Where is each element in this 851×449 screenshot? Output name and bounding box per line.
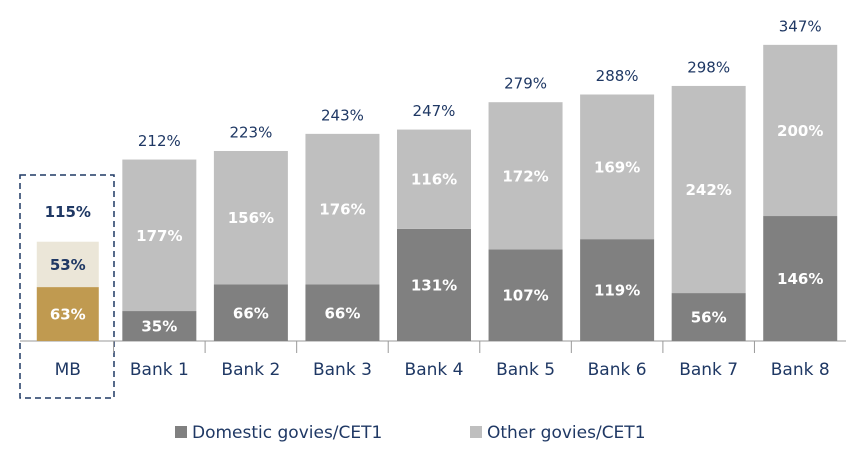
bar-segment <box>122 159 197 312</box>
bar-segment <box>488 249 563 341</box>
x-tick-label: Bank 7 <box>679 360 738 380</box>
segment-label: 146% <box>777 270 823 288</box>
segment-label: 169% <box>594 158 640 176</box>
segment-label: 66% <box>233 304 269 322</box>
segment-label: 53% <box>50 256 86 274</box>
bar-segment <box>488 102 563 250</box>
bar-segment <box>580 94 655 240</box>
bar-segment <box>580 239 655 341</box>
segment-label: 107% <box>502 287 548 305</box>
x-tick-label: Bank 8 <box>771 360 830 380</box>
segment-label: 200% <box>777 122 823 140</box>
segment-label: 63% <box>50 306 86 324</box>
bar-segment <box>305 284 380 341</box>
segment-label: 172% <box>502 167 548 185</box>
bar-segment <box>763 44 838 217</box>
segment-label: 131% <box>411 276 457 294</box>
segment-label: 56% <box>691 309 727 327</box>
total-label: 247% <box>413 102 456 120</box>
segment-label: 35% <box>141 318 177 336</box>
total-label: 288% <box>596 67 639 85</box>
bar-segment <box>397 129 471 229</box>
total-label: 279% <box>504 75 547 93</box>
bar-segment <box>36 241 99 288</box>
bar-segment <box>122 311 197 341</box>
highlight-box <box>19 174 115 399</box>
total-label: 347% <box>779 17 822 35</box>
bar-segment <box>671 293 746 341</box>
x-tick-label: MB <box>55 360 81 380</box>
legend-label: Other govies/CET1 <box>487 423 646 443</box>
segment-label: 156% <box>228 209 274 227</box>
x-tick-label: Bank 2 <box>221 360 280 380</box>
total-label: 243% <box>321 106 364 124</box>
segment-label: 119% <box>594 282 640 300</box>
x-tick-label: Bank 5 <box>496 360 555 380</box>
total-label: 223% <box>229 123 272 141</box>
x-tick-label: Bank 4 <box>405 360 464 380</box>
legend-swatch <box>470 426 482 438</box>
x-tick-label: Bank 6 <box>588 360 647 380</box>
bar-segment <box>213 150 288 285</box>
bar-segment <box>397 228 471 341</box>
bar-segment <box>763 216 838 341</box>
segment-label: 66% <box>324 304 360 322</box>
segment-label: 176% <box>319 201 365 219</box>
bar-segment <box>36 287 99 341</box>
bar-segment <box>305 133 380 285</box>
segment-label: 116% <box>411 171 457 189</box>
total-label: 115% <box>45 203 91 221</box>
legend-label: Domestic govies/CET1 <box>192 423 382 443</box>
segment-label: 242% <box>685 181 731 199</box>
x-tick-label: Bank 3 <box>313 360 372 380</box>
total-label: 212% <box>138 132 181 150</box>
bar-segment <box>671 85 746 294</box>
bar-segment <box>213 284 288 341</box>
x-tick-label: Bank 1 <box>130 360 189 380</box>
segment-label: 177% <box>136 227 182 245</box>
legend-swatch <box>175 426 187 438</box>
total-label: 298% <box>687 58 730 76</box>
